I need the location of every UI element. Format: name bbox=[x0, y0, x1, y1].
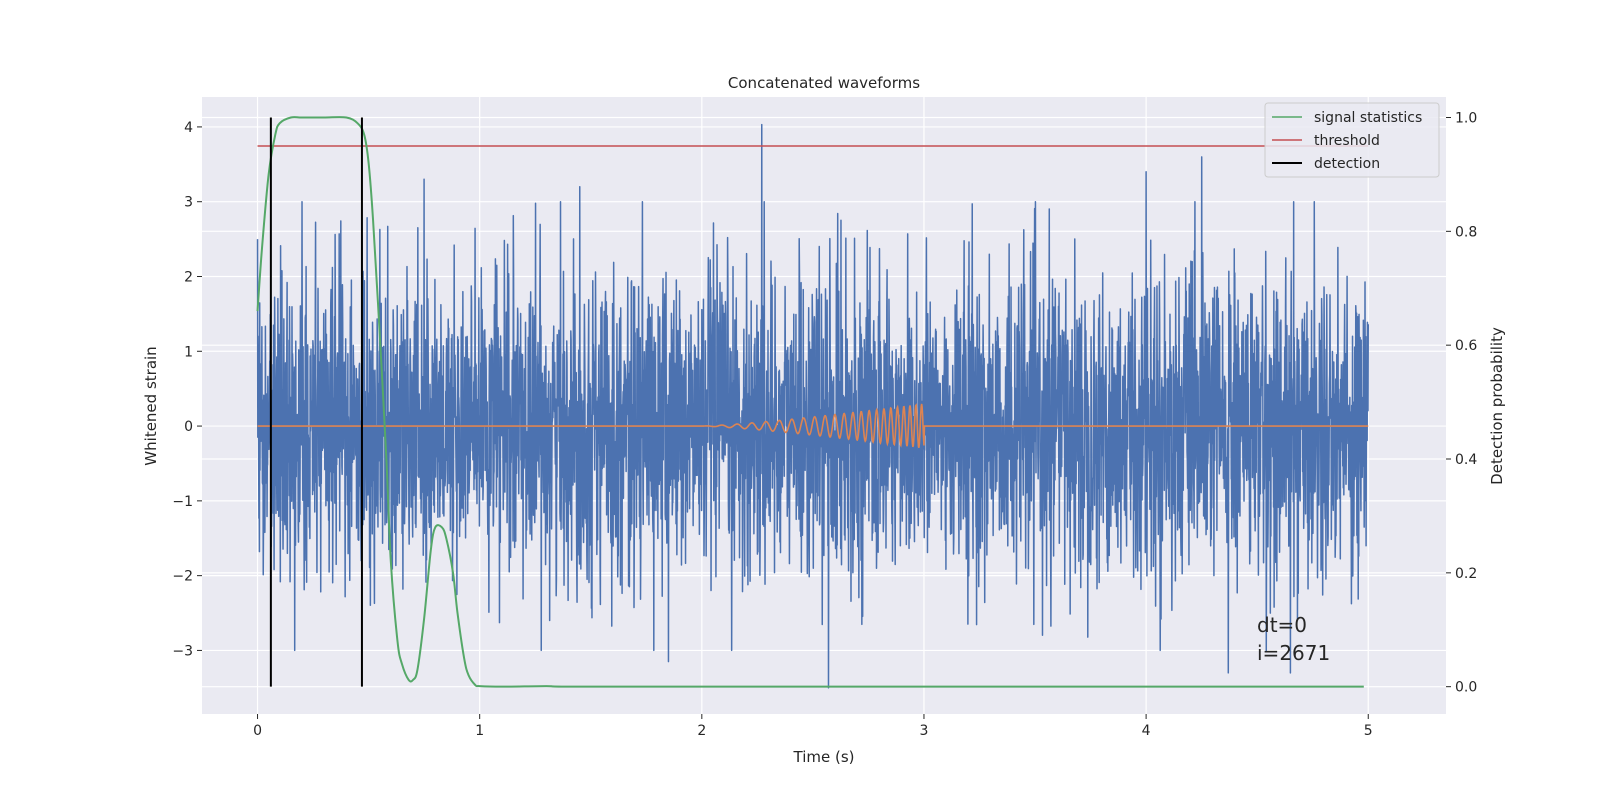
annotation-dt: dt=0 bbox=[1257, 613, 1307, 637]
chart-title: Concatenated waveforms bbox=[728, 74, 920, 92]
y-right-tick-label: 1.0 bbox=[1455, 110, 1477, 126]
y-tick-label: −2 bbox=[172, 569, 193, 585]
legend-box bbox=[1264, 102, 1440, 178]
y-right-tick-label: 0.0 bbox=[1455, 680, 1477, 696]
y-tick-label: −1 bbox=[172, 494, 193, 510]
plot-area bbox=[256, 116, 1369, 689]
y-tick-label: 2 bbox=[184, 269, 193, 285]
y-right-tick-label: 0.6 bbox=[1455, 338, 1477, 354]
strain-series bbox=[256, 123, 1369, 689]
y-right-axis-ticks: 0.0 0.2 0.4 0.6 0.8 1.0 bbox=[1446, 110, 1477, 696]
signal-statistics-series bbox=[256, 116, 1364, 688]
x-tick-label: 4 bbox=[1142, 723, 1151, 739]
y-tick-label: 0 bbox=[184, 419, 193, 435]
y-right-axis-label: Detection probability bbox=[1488, 327, 1506, 485]
y-right-tick-label: 0.8 bbox=[1455, 224, 1477, 240]
y-tick-label: −3 bbox=[172, 643, 193, 659]
x-tick-label: 1 bbox=[475, 723, 484, 739]
y-tick-label: 1 bbox=[184, 344, 193, 360]
y-right-tick-label: 0.2 bbox=[1455, 566, 1477, 582]
y-tick-label: 3 bbox=[184, 195, 193, 211]
y-axis-label: Whitened strain bbox=[142, 346, 160, 465]
legend-label-detection: detection bbox=[1314, 156, 1380, 172]
x-tick-label: 3 bbox=[920, 723, 929, 739]
x-axis-label: Time (s) bbox=[793, 748, 855, 766]
y-axis-ticks: −3 −2 −1 0 1 2 3 4 bbox=[172, 120, 202, 659]
annotation: dt=0 i=2671 bbox=[1257, 613, 1330, 665]
annotation-index: i=2671 bbox=[1257, 641, 1330, 665]
legend-label-signal-statistics: signal statistics bbox=[1314, 110, 1422, 126]
x-tick-label: 2 bbox=[697, 723, 706, 739]
legend-label-threshold: threshold bbox=[1314, 133, 1380, 149]
legend: signal statistics threshold detection bbox=[1264, 102, 1440, 178]
x-tick-label: 0 bbox=[253, 723, 262, 739]
waveform-series bbox=[257, 403, 1369, 448]
y-right-tick-label: 0.4 bbox=[1455, 452, 1477, 468]
x-tick-label: 5 bbox=[1364, 723, 1373, 739]
y-tick-label: 4 bbox=[184, 120, 193, 136]
x-axis-ticks: 0 1 2 3 4 5 bbox=[253, 714, 1373, 739]
